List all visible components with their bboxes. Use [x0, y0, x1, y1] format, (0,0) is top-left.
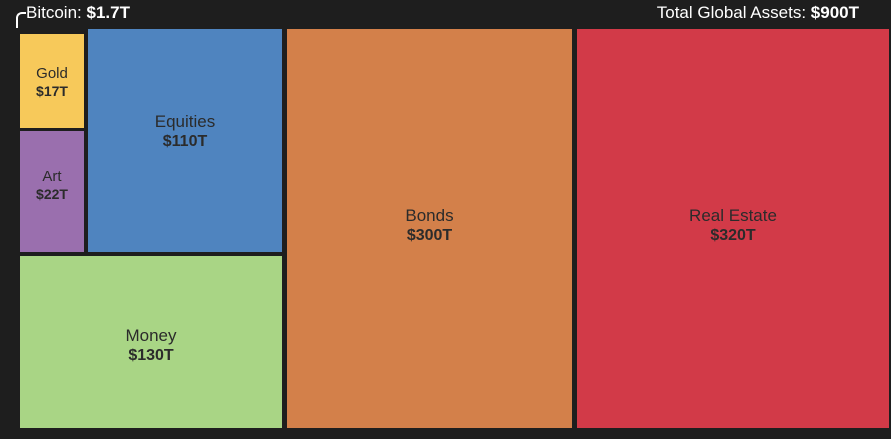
tile-equities: Equities $110T [88, 29, 282, 252]
tile-bonds-name: Bonds [405, 206, 454, 225]
tile-gold-name: Gold [36, 65, 68, 82]
total-assets-value: $900T [810, 3, 859, 22]
total-assets-label-text: Total Global Assets: [656, 3, 807, 22]
bitcoin-bracket [16, 12, 26, 28]
bitcoin-label-text: Bitcoin: [26, 3, 82, 22]
tile-bonds-value: $300T [406, 227, 453, 244]
tile-money-name: Money [125, 326, 177, 345]
tile-art-value: $22T [36, 186, 68, 202]
tile-equities-name: Equities [154, 112, 216, 131]
tile-money-value: $130T [128, 347, 174, 364]
tile-equities-value: $110T [162, 133, 208, 150]
tile-real-estate-name: Real Estate [689, 206, 777, 225]
bitcoin-label: Bitcoin: $1.7T [26, 3, 130, 23]
bitcoin-value: $1.7T [86, 3, 130, 22]
tile-art: Art $22T [20, 131, 84, 252]
tile-gold-value: $17T [36, 83, 68, 99]
tile-real-estate: Real Estate $320T [577, 29, 889, 428]
tile-art-name: Art [42, 168, 62, 185]
total-assets-label: Total Global Assets: $900T [657, 3, 859, 23]
tile-real-estate-value: $320T [710, 227, 756, 244]
tile-bonds: Bonds $300T [287, 29, 572, 428]
tile-gold: Gold $17T [20, 34, 84, 128]
tile-money: Money $130T [20, 256, 282, 428]
